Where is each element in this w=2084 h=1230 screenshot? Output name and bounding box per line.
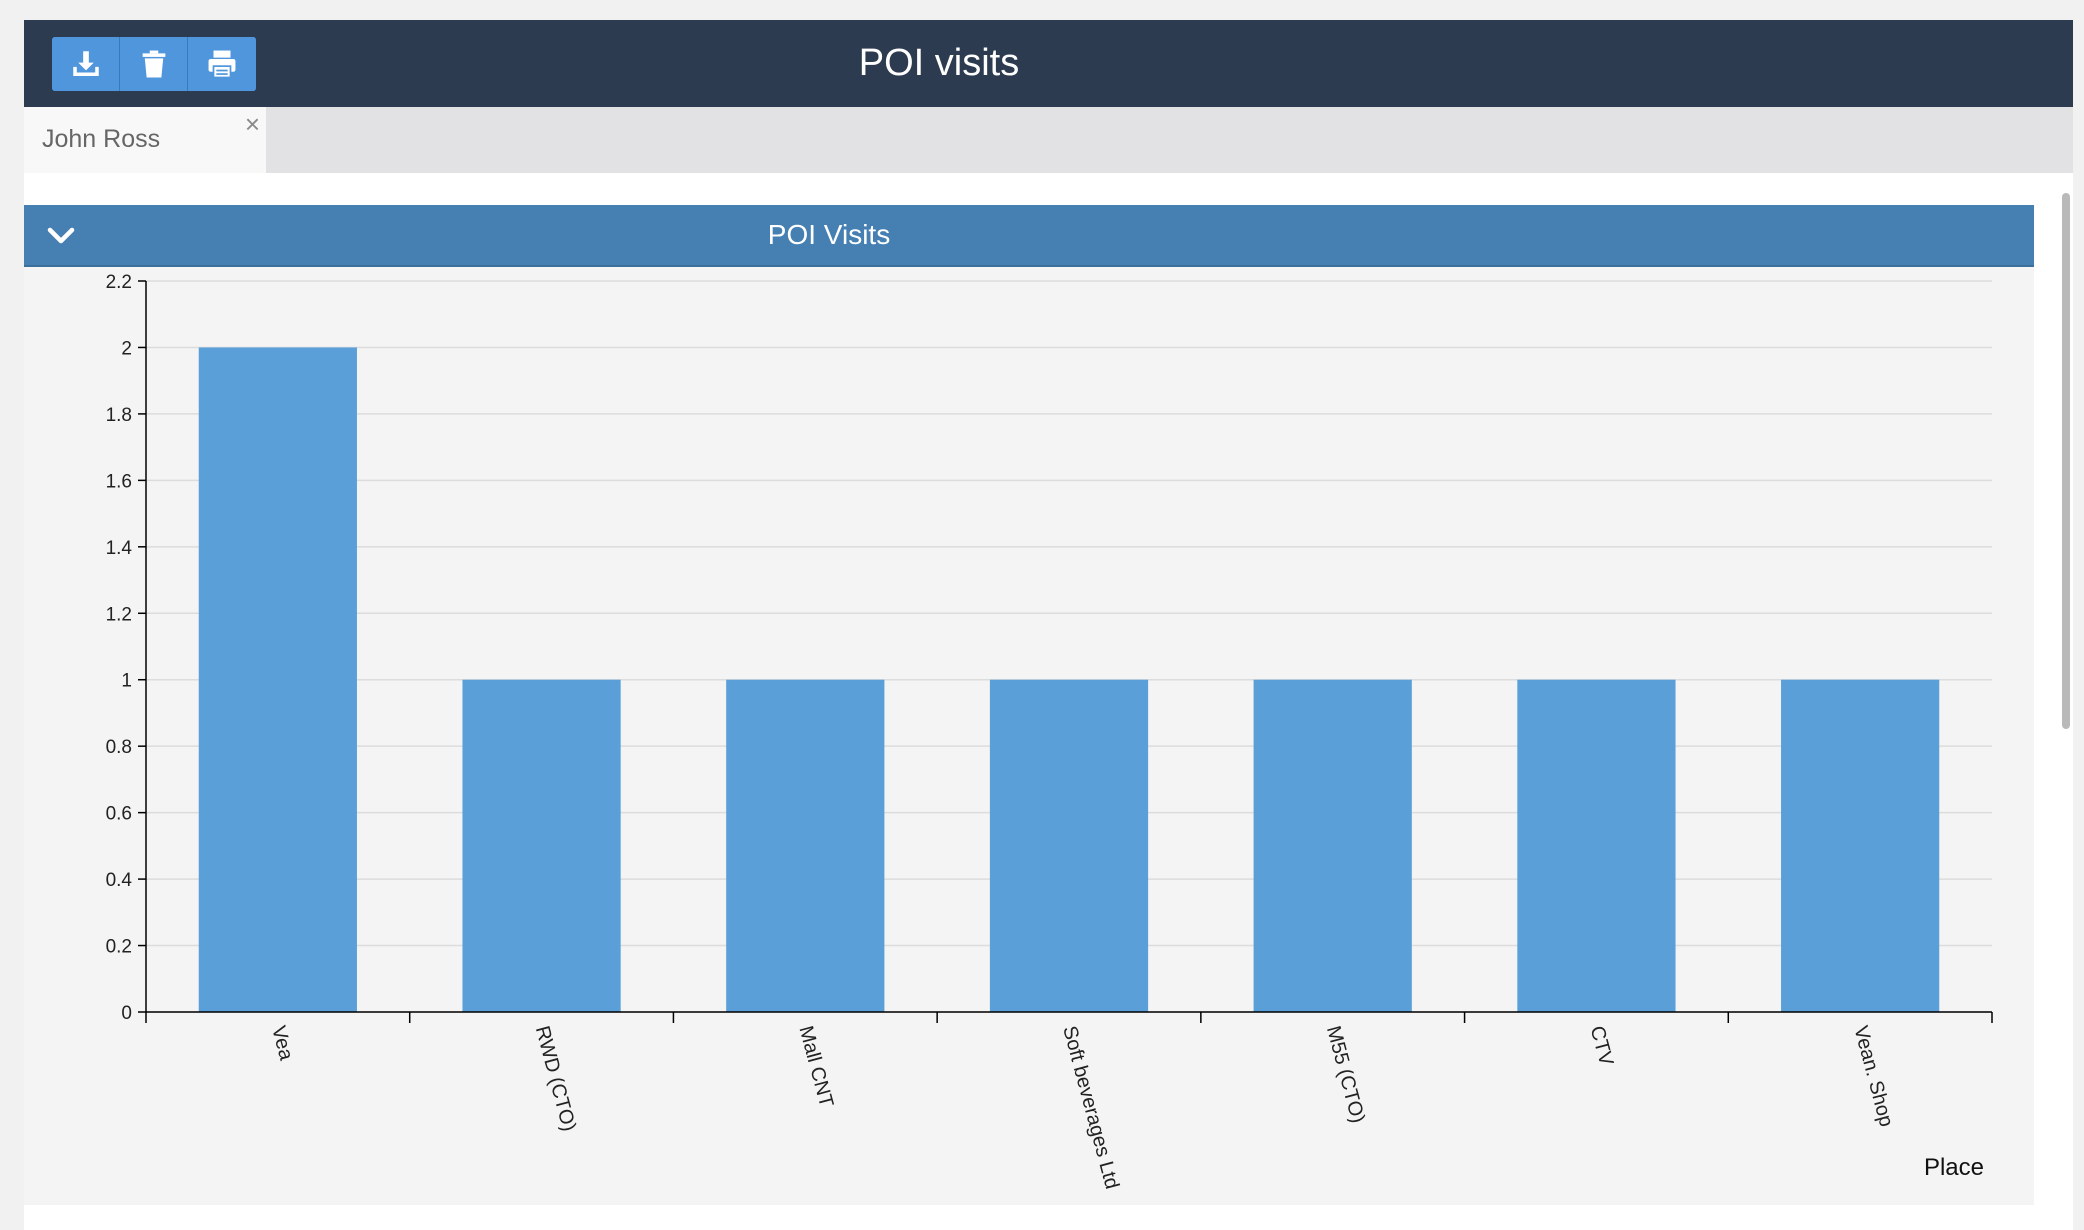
y-tick-label: 0.4 <box>106 870 133 891</box>
bar <box>1253 679 1412 1012</box>
x-category-label: RWD (CTO) <box>531 1024 580 1134</box>
scrollbar-thumb[interactable] <box>2062 193 2070 729</box>
bar <box>1781 679 1940 1012</box>
vertical-scrollbar[interactable] <box>2057 173 2073 1230</box>
tab-john-ross[interactable]: John Ross × <box>24 107 266 173</box>
y-tick-label: 0.6 <box>106 804 132 825</box>
bar <box>462 679 621 1012</box>
panel-header: POI Visits <box>24 205 2034 267</box>
print-icon <box>208 50 236 79</box>
app-window: POI visits John Ross × POI Visits 0 0.2 0.… <box>24 20 2073 1230</box>
y-tick-label: 0 <box>121 1003 132 1024</box>
y-tick-label: 1.4 <box>106 538 133 559</box>
y-tick-label: 1 <box>121 671 132 692</box>
y-tick-label: 0.8 <box>106 737 132 758</box>
collapse-toggle[interactable] <box>44 219 78 253</box>
y-tick-label: 0.2 <box>106 937 132 958</box>
top-bar: POI visits <box>24 20 2073 107</box>
bar <box>989 679 1149 1012</box>
x-category-label: Mall CNT <box>794 1024 837 1110</box>
y-tick-label: 1.6 <box>106 471 132 492</box>
bar <box>726 679 885 1012</box>
x-category-label: Vea <box>267 1024 297 1064</box>
page-title: POI visits <box>858 42 1020 84</box>
trash-icon <box>142 50 165 78</box>
download-icon <box>72 51 99 77</box>
y-tick-label: 2 <box>121 338 132 359</box>
x-category-label: CTV <box>1586 1024 1618 1069</box>
chevron-down-icon <box>47 227 75 244</box>
y-tick-label: 2.2 <box>106 272 132 293</box>
y-tick-label: 1.2 <box>106 604 132 625</box>
toolbar <box>52 37 256 91</box>
x-category-label: Vean. Shop <box>1849 1024 1897 1130</box>
x-category-label: M55 (CTO) <box>1322 1024 1369 1126</box>
tab-strip: John Ross × <box>24 107 2073 173</box>
x-category-label: Soft beverages Ltd <box>1058 1024 1123 1192</box>
x-axis-title: Place <box>1924 1154 1984 1181</box>
delete-button[interactable] <box>120 37 188 91</box>
y-tick-label: 1.8 <box>106 405 132 426</box>
tab-label: John Ross <box>42 125 161 153</box>
poi-visits-panel: POI Visits 0 0.2 0.4 0.6 0.8 1 1.2 1.4 1.6 1.8 2 2.… <box>24 205 2034 1205</box>
close-icon[interactable]: × <box>244 109 260 139</box>
print-button[interactable] <box>188 37 256 91</box>
poi-visits-bar-chart: 0 0.2 0.4 0.6 0.8 1 1.2 1.4 1.6 1.8 2 2.2 Vea RWD (CT… <box>106 272 1993 1192</box>
bar <box>198 347 357 1012</box>
panel-title: POI Visits <box>767 219 891 250</box>
bar <box>1517 679 1676 1012</box>
download-button[interactable] <box>52 37 120 91</box>
